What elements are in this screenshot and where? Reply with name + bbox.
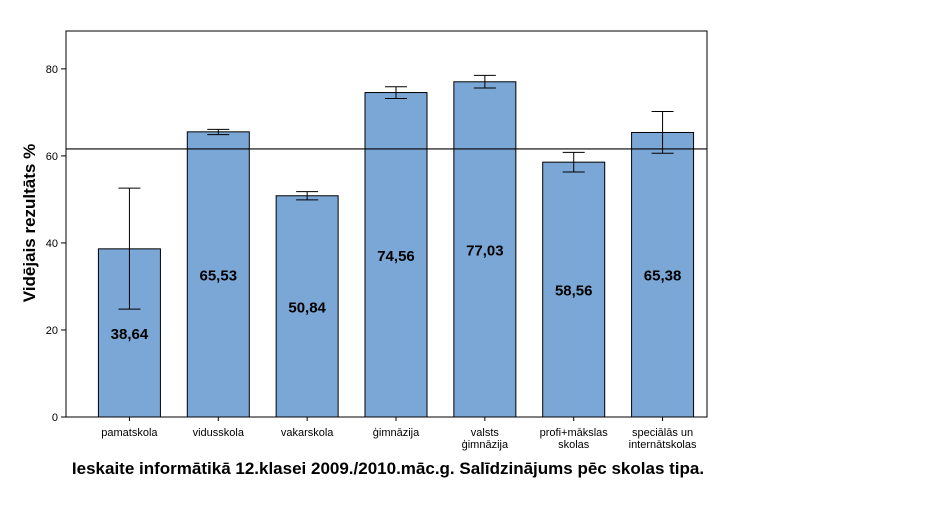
- bar: [186, 131, 250, 418]
- bar: [364, 92, 428, 418]
- data-label: 58,56: [555, 283, 593, 300]
- y-axis: 0 20 40 60 80: [46, 64, 66, 424]
- value-labels-layer: 38,64 65,53 50,84 74,56 77,03 58,56 65,38: [111, 242, 682, 343]
- bars-layer: [97, 81, 695, 418]
- chart-caption: Ieskaite informātikā 12.klasei 2009./201…: [71, 459, 705, 478]
- y-tick-label: 60: [46, 151, 58, 163]
- x-tick-label: profi+mākslas: [540, 427, 609, 439]
- x-tick-label: speciālās un: [632, 427, 693, 439]
- data-label: 65,38: [644, 268, 682, 285]
- y-tick-label: 40: [46, 238, 58, 250]
- x-tick-label: vidusskola: [193, 427, 245, 439]
- y-tick-label: 20: [46, 325, 58, 337]
- plot-frame: [65, 30, 708, 418]
- x-tick-label: ģimnāzija: [373, 426, 420, 439]
- x-tick-label: valsts: [471, 427, 500, 439]
- bar: [453, 81, 517, 418]
- bar: [542, 161, 606, 418]
- y-tick-label: 0: [52, 412, 58, 424]
- error-bars-layer: [118, 74, 674, 310]
- data-label: 38,64: [111, 326, 149, 343]
- x-tick-label: ģimnāzija: [462, 438, 509, 451]
- data-label: 50,84: [288, 299, 326, 316]
- data-label: 77,03: [466, 242, 504, 259]
- x-tick-label: vakarskola: [281, 427, 334, 439]
- data-label: 74,56: [377, 248, 415, 265]
- y-axis-title: Vidējais rezultāts %: [20, 144, 39, 302]
- x-tick-label: skolas: [558, 439, 590, 451]
- x-tick-label: pamatskola: [101, 427, 158, 439]
- y-tick-label: 80: [46, 64, 58, 76]
- x-axis: pamatskola vidusskola vakarskola ģimnāzija v…: [101, 417, 697, 451]
- data-label: 65,53: [200, 267, 238, 284]
- x-tick-label: internātskolas: [629, 439, 697, 451]
